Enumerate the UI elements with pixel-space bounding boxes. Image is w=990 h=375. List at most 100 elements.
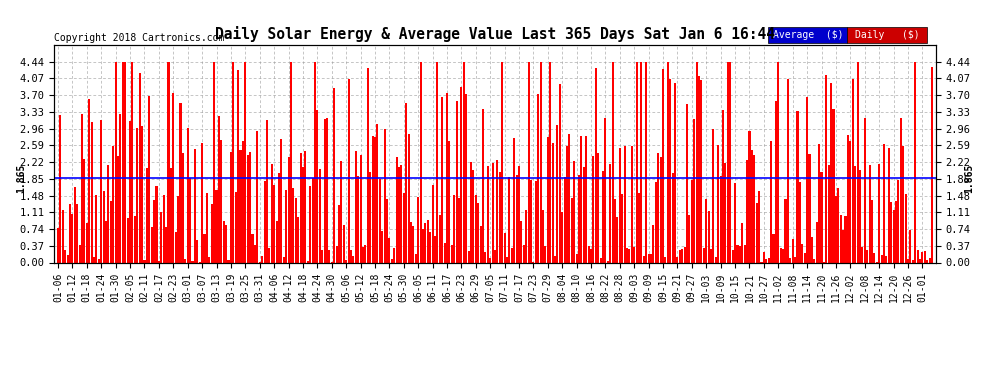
Bar: [573, 161, 575, 262]
Bar: [103, 191, 105, 262]
Bar: [242, 141, 244, 262]
Text: Copyright 2018 Cartronics.com: Copyright 2018 Cartronics.com: [54, 33, 225, 43]
Bar: [693, 119, 695, 262]
Bar: [211, 204, 213, 262]
Bar: [710, 249, 712, 262]
Bar: [914, 62, 916, 262]
Bar: [739, 246, 741, 262]
Bar: [893, 210, 895, 262]
Bar: [455, 101, 457, 262]
Bar: [602, 171, 604, 262]
Bar: [667, 62, 669, 262]
Bar: [398, 167, 400, 262]
Bar: [753, 155, 755, 262]
Bar: [388, 238, 390, 262]
Bar: [513, 138, 515, 262]
Bar: [253, 245, 256, 262]
Bar: [228, 260, 230, 262]
Bar: [343, 225, 345, 262]
Bar: [233, 62, 235, 262]
Bar: [153, 200, 155, 262]
Bar: [93, 257, 95, 262]
Bar: [74, 188, 76, 262]
Bar: [931, 68, 933, 262]
Bar: [554, 256, 556, 262]
Bar: [705, 199, 707, 262]
Bar: [280, 139, 282, 262]
Bar: [897, 180, 899, 262]
Bar: [750, 150, 753, 262]
Bar: [654, 182, 657, 262]
Bar: [95, 195, 97, 262]
Bar: [528, 62, 530, 262]
Bar: [902, 146, 904, 262]
Bar: [770, 141, 772, 262]
Bar: [249, 152, 251, 262]
Bar: [895, 201, 897, 262]
Bar: [189, 178, 191, 262]
Bar: [59, 115, 61, 262]
Bar: [662, 69, 664, 262]
Bar: [196, 240, 198, 262]
Bar: [607, 261, 609, 262]
Bar: [818, 144, 820, 262]
Bar: [746, 160, 748, 262]
Bar: [863, 118, 865, 262]
Bar: [538, 94, 540, 262]
Bar: [516, 175, 518, 262]
Bar: [174, 232, 176, 262]
Bar: [57, 228, 59, 262]
Bar: [374, 137, 376, 262]
Bar: [634, 248, 636, 262]
Bar: [509, 177, 511, 262]
Bar: [681, 249, 683, 262]
Bar: [352, 256, 354, 262]
Bar: [64, 250, 66, 262]
Bar: [821, 172, 823, 262]
Bar: [842, 230, 844, 262]
Bar: [734, 183, 737, 262]
Bar: [876, 261, 878, 262]
Bar: [636, 62, 638, 262]
Bar: [782, 249, 784, 262]
Bar: [905, 194, 907, 262]
Bar: [141, 126, 144, 262]
Bar: [742, 223, 743, 262]
Bar: [758, 191, 760, 262]
Bar: [487, 166, 489, 262]
Bar: [354, 151, 356, 262]
Bar: [146, 168, 148, 262]
Bar: [840, 215, 842, 262]
Bar: [81, 114, 83, 262]
Bar: [61, 210, 64, 262]
Bar: [266, 120, 268, 262]
Bar: [521, 221, 523, 262]
Bar: [900, 118, 902, 262]
Bar: [290, 62, 292, 262]
Bar: [453, 195, 455, 262]
Bar: [794, 257, 796, 262]
Bar: [600, 258, 602, 262]
Bar: [621, 194, 624, 262]
Bar: [854, 166, 856, 262]
Bar: [551, 143, 553, 262]
Bar: [922, 252, 924, 262]
Bar: [201, 142, 203, 262]
Bar: [558, 84, 561, 262]
Bar: [624, 146, 626, 262]
Bar: [120, 114, 122, 262]
Bar: [307, 261, 309, 262]
Bar: [846, 135, 849, 262]
Bar: [708, 211, 710, 262]
Bar: [263, 181, 265, 262]
Bar: [122, 62, 124, 262]
Bar: [542, 210, 545, 262]
Bar: [688, 215, 690, 262]
Bar: [511, 248, 513, 262]
Bar: [494, 250, 496, 262]
Bar: [501, 62, 503, 262]
Bar: [191, 261, 193, 262]
Bar: [671, 173, 673, 262]
Title: Daily Solar Energy & Average Value Last 365 Days Sat Jan 6 16:44: Daily Solar Energy & Average Value Last …: [215, 27, 775, 42]
Bar: [701, 80, 703, 262]
